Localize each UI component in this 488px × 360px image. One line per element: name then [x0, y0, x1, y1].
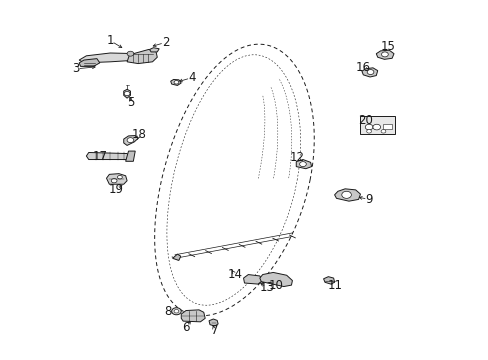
Circle shape — [174, 81, 179, 84]
Polygon shape — [181, 310, 205, 322]
Text: 13: 13 — [260, 281, 274, 294]
Circle shape — [381, 52, 387, 57]
Text: 20: 20 — [357, 114, 372, 127]
Text: 8: 8 — [164, 305, 171, 318]
Circle shape — [171, 308, 181, 315]
Text: 10: 10 — [267, 279, 283, 292]
Text: 11: 11 — [327, 279, 343, 292]
Text: 15: 15 — [380, 40, 395, 53]
Polygon shape — [79, 59, 100, 66]
Polygon shape — [172, 254, 181, 260]
Polygon shape — [376, 50, 393, 59]
Polygon shape — [86, 153, 129, 159]
Circle shape — [341, 191, 351, 198]
Text: 12: 12 — [289, 150, 304, 163]
Polygon shape — [296, 159, 311, 169]
Polygon shape — [123, 89, 130, 98]
Text: 2: 2 — [162, 36, 169, 49]
Text: 1: 1 — [106, 34, 114, 47]
Polygon shape — [382, 123, 391, 129]
Polygon shape — [127, 49, 157, 64]
Circle shape — [372, 124, 380, 130]
FancyBboxPatch shape — [360, 116, 394, 134]
Circle shape — [365, 124, 372, 130]
Polygon shape — [123, 136, 138, 145]
Circle shape — [380, 130, 385, 133]
Polygon shape — [323, 277, 334, 284]
Polygon shape — [149, 48, 159, 52]
Text: 9: 9 — [365, 193, 372, 206]
Polygon shape — [208, 319, 218, 326]
Circle shape — [111, 179, 117, 183]
Circle shape — [127, 138, 134, 143]
Polygon shape — [170, 80, 181, 85]
Circle shape — [117, 175, 122, 179]
Text: 7: 7 — [211, 324, 218, 337]
Text: 18: 18 — [131, 129, 146, 141]
Polygon shape — [243, 275, 262, 284]
Text: 5: 5 — [127, 96, 134, 109]
Circle shape — [366, 69, 373, 75]
Circle shape — [299, 162, 305, 167]
Polygon shape — [106, 174, 127, 184]
Circle shape — [366, 130, 371, 133]
Polygon shape — [79, 53, 141, 63]
Text: 16: 16 — [355, 60, 370, 73]
Text: 6: 6 — [182, 321, 189, 334]
Text: 14: 14 — [227, 268, 242, 281]
Text: 3: 3 — [72, 62, 80, 75]
Text: 19: 19 — [108, 183, 123, 196]
Polygon shape — [334, 189, 360, 201]
Text: 4: 4 — [188, 71, 195, 84]
Text: 17: 17 — [92, 149, 107, 162]
Polygon shape — [259, 273, 292, 287]
Circle shape — [127, 51, 134, 56]
Polygon shape — [125, 151, 135, 161]
Polygon shape — [361, 68, 377, 77]
Circle shape — [174, 310, 179, 313]
Circle shape — [124, 91, 130, 96]
